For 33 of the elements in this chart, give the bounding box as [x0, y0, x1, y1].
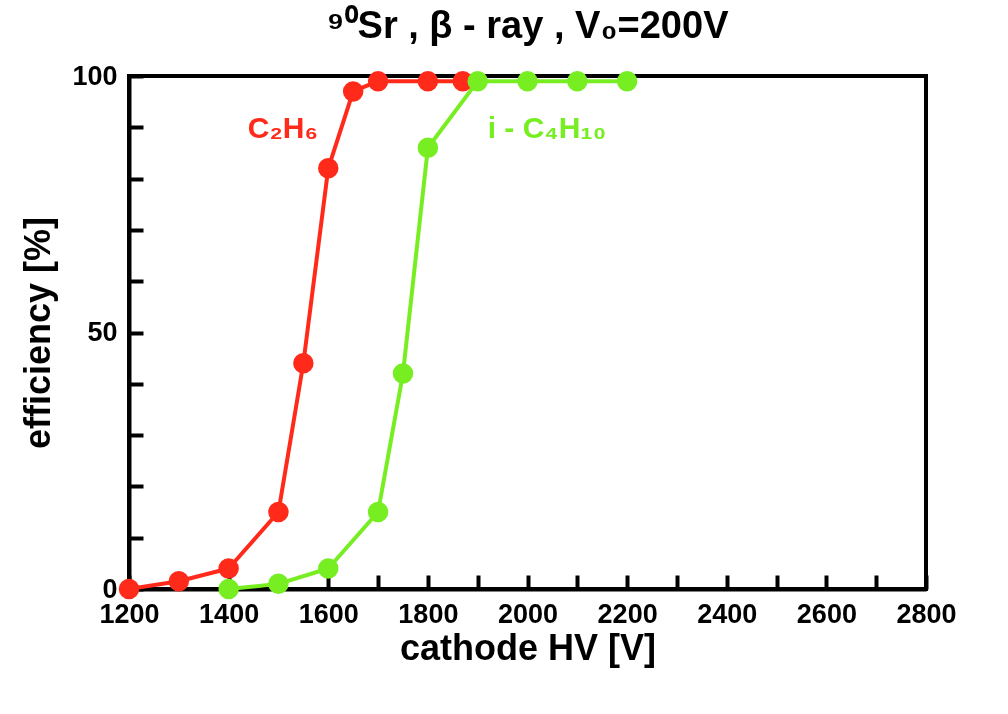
point: [567, 70, 588, 92]
point: [218, 558, 239, 579]
point: [318, 558, 339, 579]
x-tick-label: 1800: [398, 598, 459, 629]
y-tick-label: 100: [72, 60, 118, 91]
point: [318, 158, 339, 179]
point: [367, 501, 389, 523]
point: [367, 70, 389, 92]
y-tick-label: 50: [87, 317, 118, 347]
x-axis-title: cathode HV [V]: [399, 626, 657, 668]
point: [467, 70, 488, 92]
point: [293, 353, 314, 374]
x-tick-label: 1400: [199, 598, 260, 629]
point: [218, 578, 239, 600]
point: [392, 363, 414, 384]
x-tick-label: 2400: [697, 598, 758, 629]
x-tick-label: 2600: [796, 598, 857, 629]
point: [517, 70, 538, 92]
point: [417, 70, 439, 92]
point: [417, 137, 439, 159]
point: [616, 70, 638, 92]
x-tick-label: 2200: [597, 598, 658, 629]
point: [342, 81, 364, 102]
point: [168, 571, 190, 592]
series-label: i - C₄H₁₀: [487, 111, 607, 145]
series-label: C₂H₆: [247, 111, 319, 145]
point: [268, 573, 289, 595]
y-axis-title: efficiency [%]: [17, 216, 59, 450]
x-tick-label: 1600: [298, 598, 359, 629]
chart-title: ⁹⁰Sr , β - ray , V₀=200V: [326, 4, 730, 46]
point: [268, 501, 289, 523]
x-tick-label: 2800: [896, 598, 957, 629]
x-tick-label: 2000: [497, 598, 559, 629]
